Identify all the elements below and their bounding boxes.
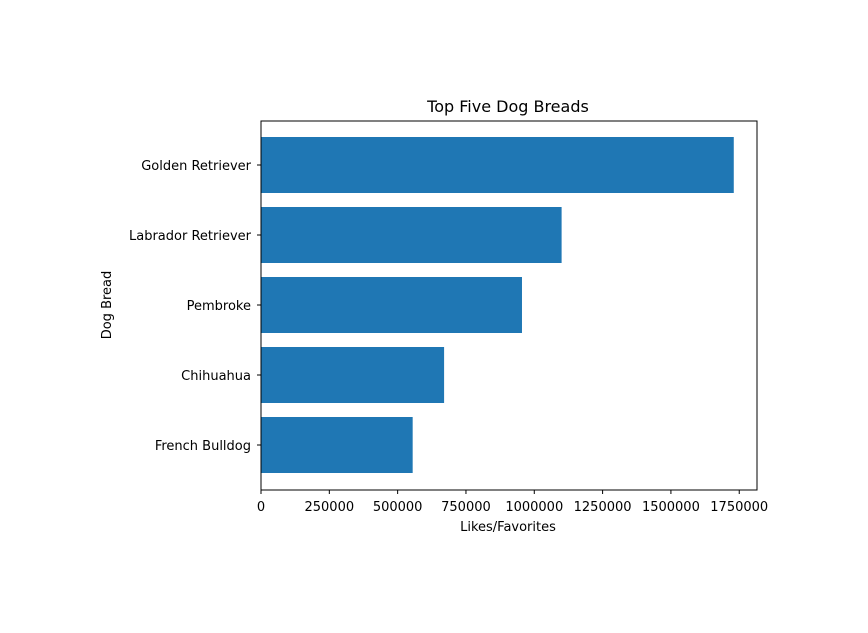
x-axis-title: Likes/Favorites <box>460 520 556 535</box>
y-tick-label-pembroke: Pembroke <box>187 299 251 314</box>
x-tick-label: 750000 <box>441 500 491 515</box>
x-tick-label: 1750000 <box>710 500 768 515</box>
y-tick-label-chihuahua: Chihuahua <box>181 369 251 384</box>
bar-labrador-retriever <box>261 207 562 263</box>
bar-chihuahua <box>261 347 445 403</box>
bar-golden-retriever <box>261 137 734 193</box>
x-tick-label: 500000 <box>373 500 423 515</box>
x-tick-label: 250000 <box>304 500 354 515</box>
y-tick-label-french-bulldog: French Bulldog <box>155 439 251 454</box>
x-tick-label: 1500000 <box>642 500 700 515</box>
chart-title: Top Five Dog Breads <box>426 97 589 116</box>
y-axis-title: Dog Bread <box>100 271 115 340</box>
x-tick-label: 0 <box>257 500 265 515</box>
bar-french-bulldog <box>261 417 413 473</box>
bars-group <box>261 137 734 473</box>
y-axis: French Bulldog Chihuahua Pembroke Labrador … <box>129 159 261 454</box>
x-tick-label: 1000000 <box>505 500 563 515</box>
x-tick-label: 1250000 <box>574 500 632 515</box>
y-tick-label-labrador-retriever: Labrador Retriever <box>129 229 252 244</box>
bar-pembroke <box>261 277 522 333</box>
y-tick-label-golden-retriever: Golden Retriever <box>141 159 251 174</box>
x-axis: 0 250000 500000 750000 1000000 1250000 1500000… <box>257 490 768 515</box>
